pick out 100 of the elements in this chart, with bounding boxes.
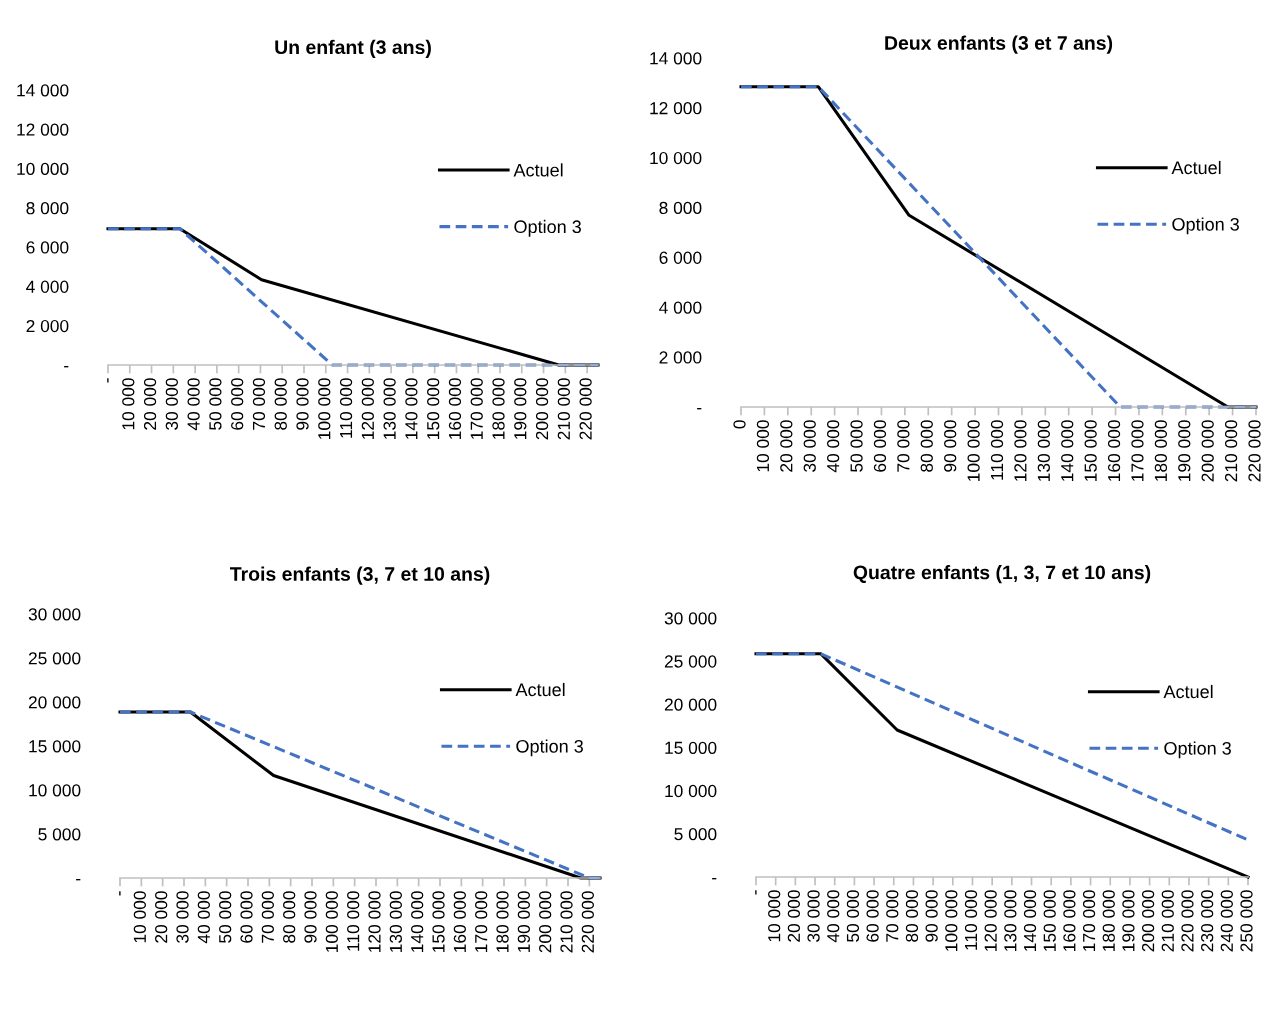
y-tick-label: 20 000	[664, 698, 717, 711]
x-tick-label: 110 000	[990, 420, 1004, 480]
y-tick-label: 14 000	[17, 84, 69, 97]
x-tick-label: 40 000	[197, 891, 210, 944]
x-tick-label: 80 000	[274, 378, 287, 430]
x-tick-label: 110 000	[964, 890, 978, 950]
y-tick-label: 25 000	[28, 652, 81, 665]
legend-label: Actuel	[515, 682, 565, 697]
x-tick-label: 100 000	[325, 891, 338, 952]
x-tick-label: 250 000	[1240, 890, 1253, 952]
x-tick-label: 200 000	[1201, 420, 1214, 482]
x-tick-label: 60 000	[231, 378, 244, 430]
x-tick-label: 100 000	[967, 420, 980, 481]
x-tick-label: 80 000	[920, 420, 933, 472]
y-tick-label: 6 000	[26, 241, 69, 254]
y-tick-label: 15 000	[665, 741, 717, 754]
y-tick-label: 8 000	[26, 202, 69, 215]
x-tick-label: 50 000	[850, 420, 863, 472]
x-tick-label: 120 000	[368, 891, 381, 952]
x-tick-label: 110 000	[347, 891, 360, 951]
x-tick-label: 70 000	[897, 420, 910, 472]
x-tick-label: 210 000	[560, 891, 573, 953]
y-tick-label: 10 000	[29, 784, 81, 797]
x-tick-label: 120 000	[984, 890, 997, 951]
y-tick-label: 14 000	[650, 52, 702, 65]
y-tick-label: 30 000	[28, 608, 81, 621]
legend-label: Option 3	[1164, 741, 1231, 759]
x-tick-label: 80 000	[283, 891, 296, 943]
x-tick-label: -	[755, 890, 757, 895]
x-tick-label: 90 000	[296, 378, 309, 430]
x-tick-label: 190 000	[514, 378, 527, 439]
x-tick-label: 130 000	[1004, 890, 1017, 951]
chart-title: Deux enfants (3 et 7 ans)	[885, 35, 1113, 54]
x-tick-label: 150 000	[1043, 890, 1056, 951]
y-tick-label: -	[64, 366, 69, 368]
x-tick-label: 210 000	[1224, 420, 1238, 482]
x-tick-label: 30 000	[165, 378, 178, 430]
x-tick-label: 10 000	[768, 890, 781, 942]
legend-label: Actuel	[1163, 684, 1213, 699]
x-tick-label: 140 000	[1061, 420, 1074, 481]
x-tick-label: 130 000	[383, 378, 396, 439]
y-tick-label: 2 000	[659, 351, 702, 364]
x-tick-label: 170 000	[470, 378, 483, 439]
x-tick-label: 160 000	[1107, 420, 1121, 481]
x-tick-label: 220 000	[1248, 420, 1261, 482]
y-tick-label: 12 000	[650, 102, 702, 115]
x-tick-label: 90 000	[304, 891, 317, 943]
x-tick-label: 220 000	[581, 891, 594, 953]
x-tick-label: 80 000	[905, 890, 919, 942]
x-tick-label: 200 000	[1141, 890, 1155, 952]
x-tick-label: 30 000	[176, 891, 189, 943]
x-tick-label: 130 000	[389, 891, 402, 952]
x-tick-label: 100 000	[318, 378, 331, 439]
x-tick-label: 170 000	[1131, 420, 1144, 481]
y-tick-label: 25 000	[664, 655, 717, 668]
x-tick-label: 10 000	[756, 420, 770, 472]
y-tick-label: 2 000	[26, 319, 69, 333]
legend-label: Option 3	[514, 219, 581, 237]
x-tick-label: 150 000	[427, 378, 440, 439]
x-tick-label: 210 000	[1161, 890, 1174, 952]
x-tick-label: 210 000	[557, 378, 570, 440]
y-tick-label: 12 000	[17, 123, 69, 136]
x-tick-label: 220 000	[579, 378, 592, 440]
y-tick-label: 5 000	[674, 828, 717, 841]
x-tick-label: 60 000	[873, 420, 887, 472]
x-tick-label: 60 000	[240, 891, 253, 943]
x-tick-label: 190 000	[517, 891, 530, 952]
x-tick-label: 180 000	[1154, 420, 1168, 481]
x-tick-label: 180 000	[492, 378, 505, 439]
x-tick-label: 90 000	[925, 890, 938, 942]
x-tick-label: 20 000	[143, 378, 157, 430]
y-tick-label: 15 000	[29, 740, 81, 753]
x-tick-label: 100 000	[945, 890, 958, 951]
x-tick-label: 140 000	[1023, 890, 1037, 951]
x-tick-label: 20 000	[787, 890, 801, 942]
x-tick-label: 10 000	[122, 378, 135, 430]
x-tick-label: 120 000	[1014, 420, 1027, 481]
x-tick-label: 180 000	[496, 891, 509, 952]
x-tick-label: 150 000	[1084, 420, 1097, 481]
x-tick-label: 150 000	[432, 891, 445, 952]
y-tick-label: 20 000	[28, 696, 81, 709]
y-tick-label: 4 000	[26, 280, 69, 293]
x-tick-label: 200 000	[535, 378, 549, 440]
chart-title: Un enfant (3 ans)	[275, 39, 431, 58]
x-tick-label: 60 000	[866, 890, 879, 942]
x-tick-label: 50 000	[219, 891, 232, 943]
x-tick-label: -	[107, 378, 109, 383]
x-tick-label: 180 000	[1102, 890, 1115, 951]
y-tick-label: 6 000	[659, 251, 702, 264]
x-tick-label: 190 000	[1178, 420, 1191, 481]
chart-title: Trois enfants (3, 7 et 10 ans)	[230, 566, 490, 585]
x-tick-label: 140 000	[411, 891, 424, 952]
y-tick-label: -	[712, 878, 717, 880]
x-tick-label: 70 000	[261, 891, 274, 943]
x-tick-label: 200 000	[539, 891, 552, 953]
x-tick-label: 70 000	[886, 890, 899, 942]
y-tick-label: -	[76, 879, 81, 881]
x-tick-label: 20 000	[780, 420, 793, 472]
legend-label: Actuel	[513, 163, 563, 177]
x-tick-label: 140 000	[405, 378, 418, 439]
